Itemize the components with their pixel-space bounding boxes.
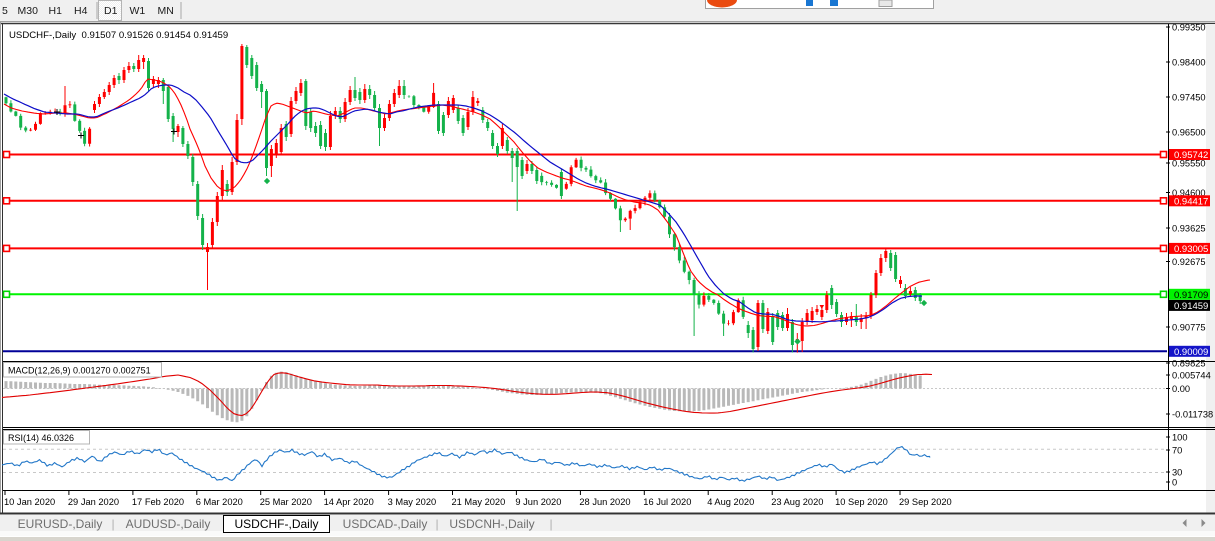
svg-text:MN: MN [158,5,174,17]
svg-text:17 Feb 2020: 17 Feb 2020 [132,497,184,507]
svg-text:|: | [549,517,552,531]
svg-text:0.90775: 0.90775 [1172,323,1206,333]
svg-text:0.93005: 0.93005 [1174,244,1208,255]
svg-text:10 Jan 2020: 10 Jan 2020 [4,497,55,507]
svg-text:0.91709: 0.91709 [1174,290,1208,301]
svg-text:0.95742: 0.95742 [1174,150,1208,161]
svg-text:USDCHF-,Daily 0.91507 0.91526: USDCHF-,Daily 0.91507 0.91526 0.91454 0.… [9,30,228,41]
svg-text:29 Sep 2020: 29 Sep 2020 [899,497,952,507]
svg-text:0.97450: 0.97450 [1172,93,1206,103]
svg-text:4 Aug 2020: 4 Aug 2020 [707,497,754,507]
svg-text:H1: H1 [49,5,63,17]
svg-text:AUDUSD-,Daily: AUDUSD-,Daily [126,517,211,531]
svg-text:0.005744: 0.005744 [1172,371,1211,381]
svg-text:D1: D1 [104,5,118,17]
svg-text:10 Sep 2020: 10 Sep 2020 [835,497,888,507]
svg-text:0.00: 0.00 [1172,384,1190,394]
svg-text:5: 5 [2,5,8,17]
svg-text:30: 30 [1172,468,1182,478]
svg-text:|: | [111,517,114,531]
svg-text:M30: M30 [18,5,39,17]
svg-text:6 Mar 2020: 6 Mar 2020 [196,497,243,507]
svg-text:W1: W1 [130,5,146,17]
svg-text:0.96500: 0.96500 [1172,128,1206,138]
svg-text:0.98400: 0.98400 [1172,58,1206,68]
svg-text:16 Jul 2020: 16 Jul 2020 [643,497,691,507]
svg-text:21 May 2020: 21 May 2020 [452,497,506,507]
svg-text:3 May 2020: 3 May 2020 [388,497,437,507]
svg-text:RSI(14) 46.0326: RSI(14) 46.0326 [8,433,74,443]
svg-text:MACD(12,26,9) 0.001270 0.00275: MACD(12,26,9) 0.001270 0.002751 [8,366,151,376]
svg-text:EURUSD-,Daily: EURUSD-,Daily [18,517,103,531]
svg-text:0.94417: 0.94417 [1174,196,1208,207]
svg-text:28 Jun 2020: 28 Jun 2020 [579,497,630,507]
svg-text:100: 100 [1172,433,1188,443]
svg-text:H4: H4 [74,5,88,17]
svg-text:-0.011738: -0.011738 [1172,410,1213,420]
svg-text:29 Jan 2020: 29 Jan 2020 [68,497,119,507]
svg-text:USDCAD-,Daily: USDCAD-,Daily [343,517,428,531]
svg-text:0: 0 [1172,478,1177,488]
svg-text:23 Aug 2020: 23 Aug 2020 [771,497,823,507]
svg-text:9 Jun 2020: 9 Jun 2020 [515,497,561,507]
svg-text:0.89825: 0.89825 [1172,359,1206,369]
svg-text:0.90009: 0.90009 [1174,347,1208,358]
svg-text:14 Apr 2020: 14 Apr 2020 [324,497,374,507]
svg-text:0.91459: 0.91459 [1174,301,1208,312]
svg-text:70: 70 [1172,446,1182,456]
svg-text:0.92675: 0.92675 [1172,257,1206,267]
svg-text:25 Mar 2020: 25 Mar 2020 [260,497,312,507]
svg-text:|: | [435,517,438,531]
svg-text:0.94600: 0.94600 [1172,188,1206,198]
svg-text:0.99350: 0.99350 [1172,23,1206,33]
svg-text:0.93625: 0.93625 [1172,224,1206,234]
svg-text:USDCHF-,Daily: USDCHF-,Daily [235,517,319,531]
svg-text:USDCNH-,Daily: USDCNH-,Daily [449,517,534,531]
svg-text:0.95550: 0.95550 [1172,159,1206,169]
